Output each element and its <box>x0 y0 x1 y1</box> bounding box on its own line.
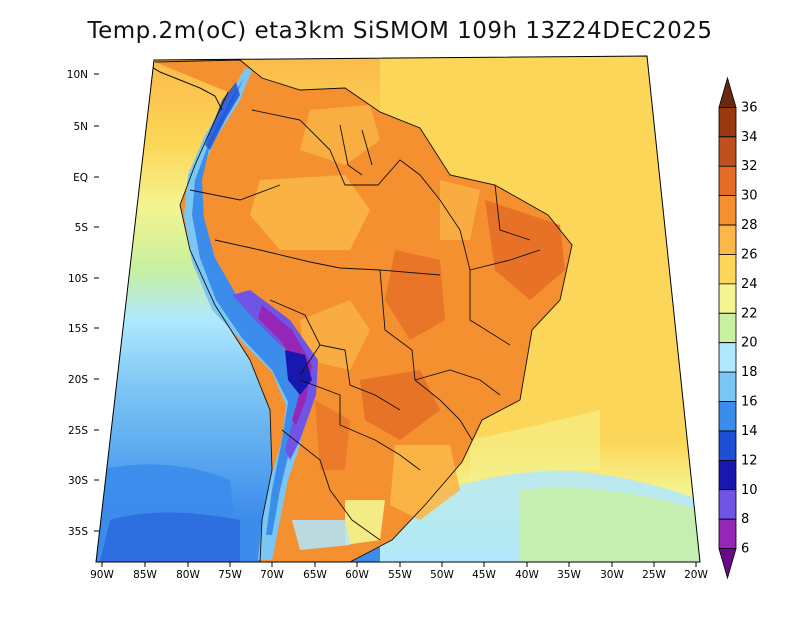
lon-label-35w: 35W <box>557 569 581 581</box>
colorbar-segment <box>718 401 737 432</box>
lon-label-30w: 30W <box>600 569 624 581</box>
lon-label-60w: 60W <box>345 569 369 581</box>
lat-label-5s: 5S <box>75 222 89 234</box>
lon-label-25w: 25W <box>642 569 666 581</box>
colorbar-label: 16 <box>741 395 758 410</box>
colorbar-label: 22 <box>741 306 758 321</box>
lat-label-15s: 15S <box>68 323 88 335</box>
colorbar-label: 10 <box>741 483 758 498</box>
map-title: Temp.2m(oC) eta3km SiSMOM 109h 13Z24DEC2… <box>87 18 713 44</box>
lon-label-50w: 50W <box>430 569 454 581</box>
colorbar-label: 30 <box>741 189 758 204</box>
lon-label-75w: 75W <box>218 569 242 581</box>
lat-label-20s: 20S <box>68 374 88 386</box>
lon-label-40w: 40W <box>515 569 539 581</box>
colorbar-segment <box>718 283 737 314</box>
lat-label-35s: 35S <box>68 526 88 538</box>
colorbar-segment <box>718 342 737 373</box>
lon-label-20w: 20W <box>684 569 708 581</box>
colorbar-segment <box>718 518 737 549</box>
colorbar-label: 8 <box>741 512 749 527</box>
colorbar-segment <box>718 371 737 402</box>
colorbar-label: 32 <box>741 159 758 174</box>
colorbar-label: 6 <box>741 542 749 557</box>
lon-label-80w: 80W <box>176 569 200 581</box>
colorbar-label: 12 <box>741 453 758 468</box>
lat-label-5n: 5N <box>73 121 88 133</box>
country-borders <box>154 59 573 562</box>
lat-label-10s: 10S <box>68 273 88 285</box>
colorbar-segment <box>718 459 737 491</box>
lon-label-85w: 85W <box>133 569 157 581</box>
lat-label-25s: 25S <box>68 425 88 437</box>
lat-label-30s: 30S <box>68 475 88 487</box>
colorbar-segment <box>718 430 737 461</box>
plot-frame <box>95 55 701 563</box>
colorbar: 6 8 10 12 14 16 18 20 22 24 26 28 30 32 34 36 <box>718 76 758 580</box>
lat-label-10n: 10N <box>67 69 88 81</box>
colorbar-segment <box>718 312 737 344</box>
lon-label-65w: 65W <box>303 569 327 581</box>
lat-label-eq: EQ <box>73 172 88 184</box>
colorbar-label: 20 <box>741 336 758 351</box>
lon-label-90w: 90W <box>90 569 114 581</box>
colorbar-segment <box>718 489 737 520</box>
colorbar-segment <box>718 224 737 255</box>
colorbar-label: 36 <box>741 100 758 115</box>
colorbar-label: 14 <box>741 424 758 439</box>
colorbar-label: 18 <box>741 365 758 380</box>
colorbar-label: 34 <box>741 130 758 145</box>
colorbar-segment <box>718 165 737 197</box>
lon-label-45w: 45W <box>472 569 496 581</box>
colorbar-segment <box>718 136 737 167</box>
colorbar-segment <box>718 76 737 108</box>
colorbar-segment <box>718 107 737 138</box>
colorbar-label: 28 <box>741 218 758 233</box>
colorbar-segment <box>718 195 737 226</box>
lon-label-70w: 70W <box>260 569 284 581</box>
colorbar-label: 24 <box>741 277 758 292</box>
colorbar-label: 26 <box>741 247 758 262</box>
colorbar-segment <box>718 548 737 580</box>
lon-label-55w: 55W <box>388 569 412 581</box>
colorbar-segment <box>718 254 737 285</box>
